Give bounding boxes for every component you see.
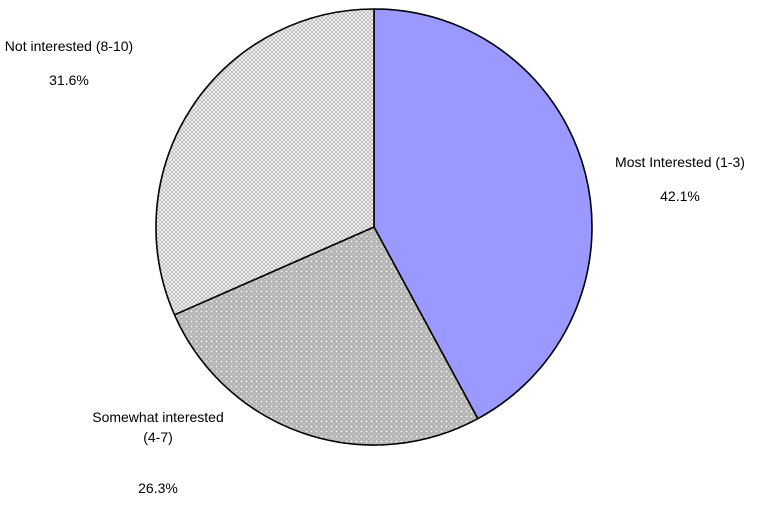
- slice-value-label: 26.3%: [138, 480, 178, 496]
- slice-label: (4-7): [143, 429, 173, 445]
- pie-slices: [156, 9, 592, 445]
- slice-value-label: 42.1%: [660, 188, 700, 204]
- slice-value-label: 31.6%: [49, 72, 89, 88]
- slice-label: Not interested (8-10): [5, 38, 133, 54]
- slice-label: Somewhat interested: [92, 409, 224, 425]
- slice-label: Most Interested (1-3): [615, 154, 745, 170]
